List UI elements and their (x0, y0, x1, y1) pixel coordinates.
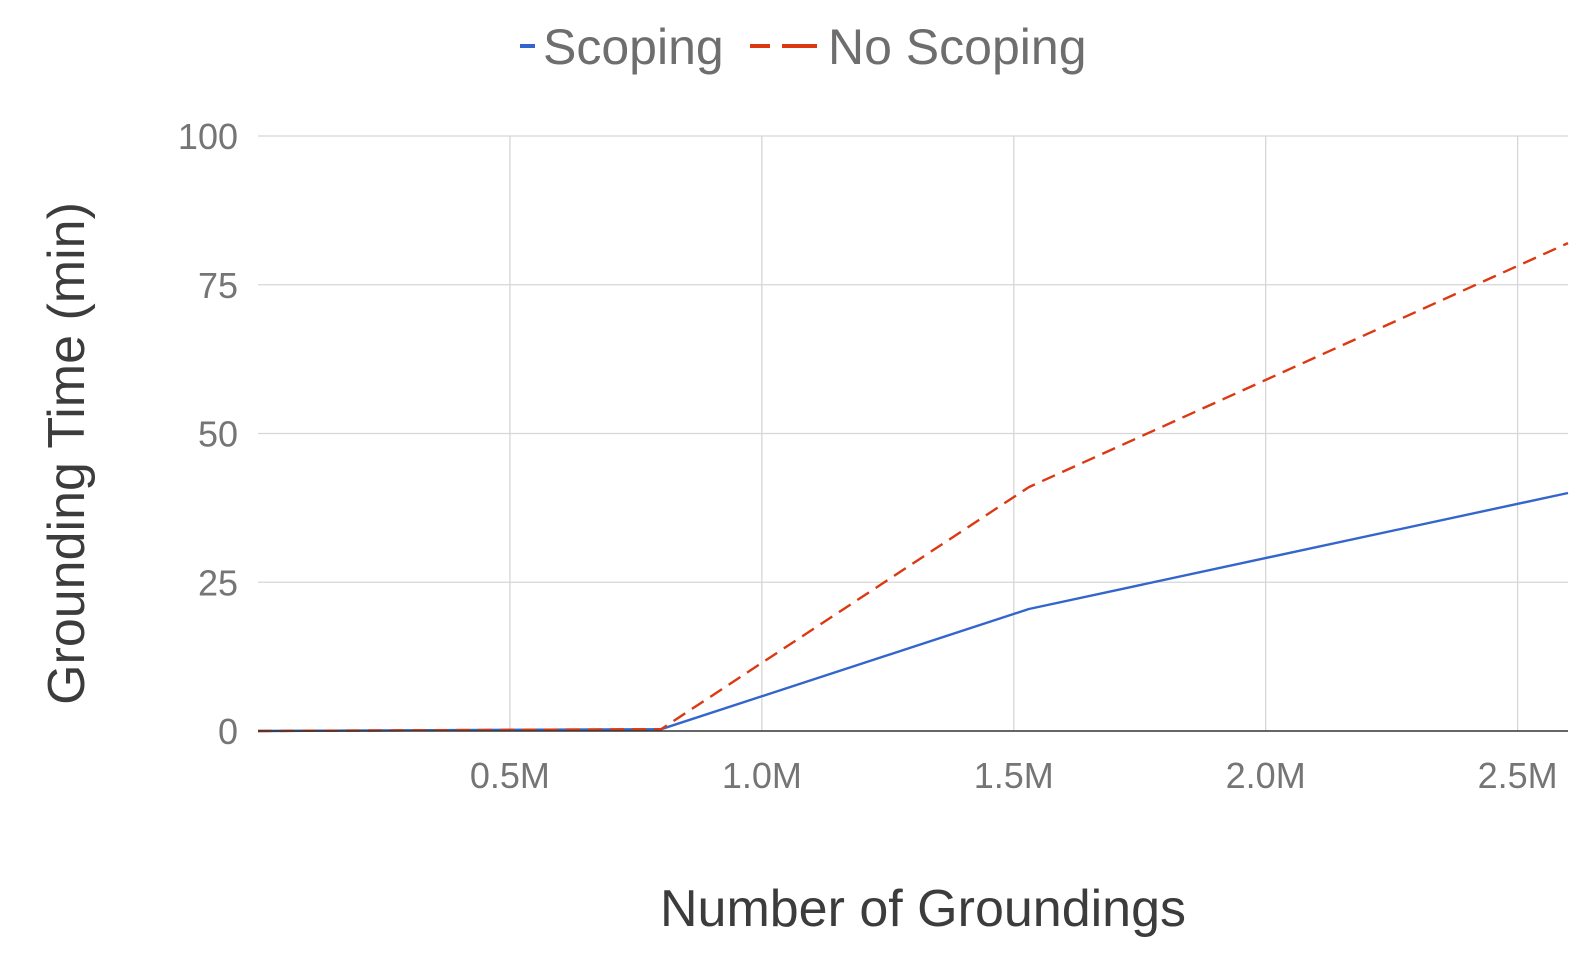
series-lines (257, 242, 1569, 733)
legend-label: No Scoping (828, 19, 1087, 75)
y-tick-label: 0 (218, 711, 238, 752)
x-tick-label: 0.5M (470, 755, 550, 796)
series-line-no-scoping (257, 242, 1569, 733)
legend: Scoping No Scoping (520, 19, 1087, 75)
legend-label: Scoping (543, 19, 724, 75)
y-tick-label: 25 (198, 562, 238, 603)
x-tick-label: 2.5M (1478, 755, 1558, 796)
x-tick-label: 1.0M (722, 755, 802, 796)
series-line-scoping (257, 491, 1569, 733)
x-tick-labels: 0.5M 1.0M 1.5M 2.0M 2.5M (470, 755, 1558, 796)
x-tick-label: 2.0M (1226, 755, 1306, 796)
y-tick-labels: 0 25 50 75 100 (178, 116, 238, 752)
y-axis-title: Grounding Time (min) (38, 202, 96, 705)
y-tick-label: 75 (198, 265, 238, 306)
y-tick-label: 50 (198, 414, 238, 455)
x-tick-label: 1.5M (974, 755, 1054, 796)
y-tick-label: 100 (178, 116, 238, 157)
grid (258, 135, 1568, 731)
x-axis-title: Number of Groundings (660, 880, 1186, 938)
